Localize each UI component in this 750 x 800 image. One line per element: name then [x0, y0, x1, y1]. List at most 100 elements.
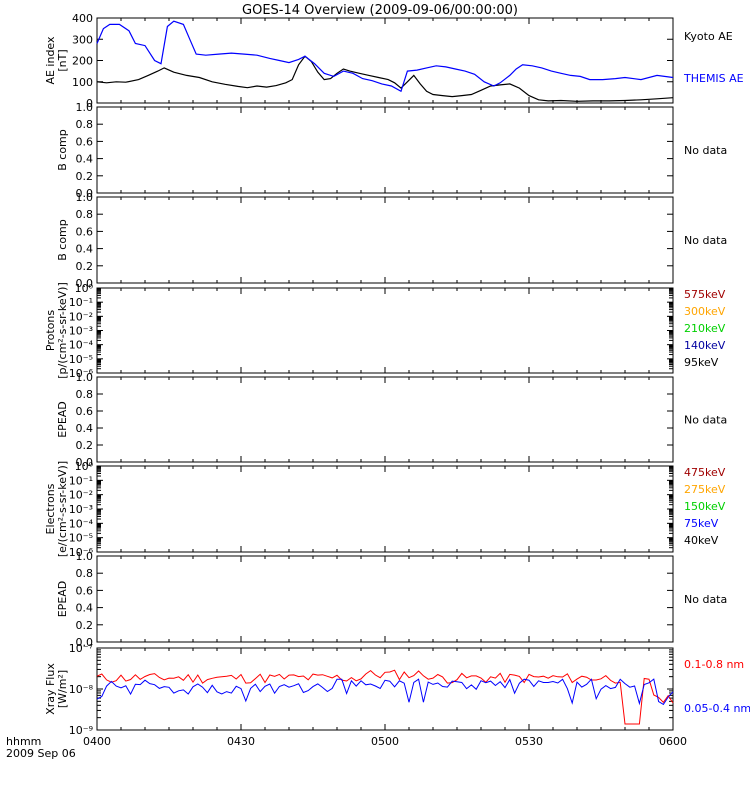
panel-frame — [96, 465, 674, 553]
legend-entry: 210keV — [684, 322, 726, 335]
y-tick-label: 400 — [72, 12, 93, 25]
panel-7: 1.0 0.8 0.6 0.4 0.2 0.0 EPEAD No data — [56, 550, 727, 649]
y-tick-label: 100 — [72, 76, 93, 89]
chart-title: GOES-14 Overview (2009-09-06/00:00:00) — [242, 3, 518, 18]
legend-entry: 40keV — [684, 534, 719, 547]
no-data-label: No data — [684, 593, 727, 606]
y-axis-label: EPEAD — [56, 401, 69, 438]
y-axis-label: Electrons — [44, 483, 57, 534]
panel-2: 1.0 0.8 0.6 0.4 0.2 0.0 B comp No data — [56, 101, 727, 200]
x-tick-label: 0400 — [83, 735, 111, 748]
series-line-xray-short — [96, 678, 674, 706]
y-tick-label: 10⁻⁶ — [69, 367, 94, 380]
y-tick-label: 0.4 — [76, 602, 94, 615]
y-tick-label: 1.0 — [76, 191, 94, 204]
y-tick-label: 0.0 — [76, 636, 94, 649]
legend-entry: 300keV — [684, 305, 726, 318]
series-line-themis-ae — [96, 20, 674, 93]
y-axis-label: Xray Flux — [44, 663, 57, 715]
panels: 400 300 200 100 0 AE index [nT] Kyoto AE THEMIS … — [44, 12, 750, 737]
no-data-label: No data — [684, 414, 727, 427]
y-axis-label: [e/(cm²-s-sr-keV)] — [56, 461, 69, 557]
y-tick-label: 10⁻⁵ — [69, 353, 93, 366]
y-tick-label: 10⁻⁴ — [69, 339, 94, 352]
y-tick-label: 10⁻⁸ — [69, 683, 94, 696]
panel-frame — [96, 196, 674, 284]
y-tick-label: 0.2 — [76, 439, 94, 452]
legend-entry: 150keV — [684, 500, 726, 513]
legend-entry: THEMIS AE — [683, 72, 744, 85]
panel-frame — [96, 376, 674, 463]
y-tick-label: 300 — [72, 33, 93, 46]
panel-frame — [96, 17, 674, 104]
y-tick-label: 1.0 — [76, 371, 94, 384]
y-axis-label: B comp — [56, 129, 69, 171]
y-axis-label: [nT] — [56, 49, 69, 71]
y-tick-label: 0 — [86, 97, 93, 110]
y-axis-label: [p/(cm²-s-sr-keV)] — [56, 282, 69, 379]
legend-entry: 575keV — [684, 288, 726, 301]
y-tick-label: 0.8 — [76, 208, 94, 221]
y-tick-label: 0.8 — [76, 567, 94, 580]
panel-8: 10⁻⁷ 10⁻⁸ 10⁻⁹ Xray Flux [W/m²] 0.1-0.8 nm 0.0… — [44, 642, 750, 737]
panel-3: 1.0 0.8 0.6 0.4 0.2 0.0 B comp No data — [56, 191, 727, 290]
y-tick-label: 10⁻⁹ — [69, 724, 93, 737]
panel-frame — [96, 106, 674, 194]
y-tick-label: 10⁻¹ — [69, 296, 93, 309]
legend-entry: 95keV — [684, 356, 719, 369]
y-axis-label: AE index — [44, 36, 57, 85]
y-tick-label: 0.2 — [76, 260, 94, 273]
y-tick-label: 0.0 — [76, 187, 94, 200]
legend-entry: 0.1-0.8 nm — [684, 658, 744, 671]
panel-frame — [96, 287, 674, 374]
series-line-xray-long — [96, 669, 674, 725]
panel-1: 400 300 200 100 0 AE index [nT] Kyoto AE THEMIS … — [44, 12, 744, 110]
y-tick-label: 200 — [72, 55, 93, 68]
y-tick-label: 0.8 — [76, 388, 94, 401]
y-tick-label: 0.6 — [76, 405, 94, 418]
y-axis-label: B comp — [56, 219, 69, 261]
y-tick-label: 0.8 — [76, 118, 94, 131]
y-tick-label: 10⁻⁷ — [69, 642, 93, 655]
y-tick-label: 10⁻⁵ — [69, 532, 93, 545]
panel-frame — [96, 555, 674, 643]
x-tick-label: 0430 — [227, 735, 255, 748]
panel-5: 1.0 0.8 0.6 0.4 0.2 0.0 EPEAD No data — [56, 371, 727, 469]
y-tick-label: 1.0 — [76, 550, 94, 563]
y-tick-label: 0.2 — [76, 170, 94, 183]
y-tick-label: 0.6 — [76, 584, 94, 597]
x-tick-label: 0600 — [659, 735, 687, 748]
footer-time-label: hhmm — [6, 735, 41, 748]
legend-entry: Kyoto AE — [684, 30, 733, 43]
no-data-label: No data — [684, 144, 727, 157]
y-axis-label: EPEAD — [56, 581, 69, 618]
x-tick-label: 0500 — [371, 735, 399, 748]
y-tick-label: 0.4 — [76, 243, 94, 256]
y-tick-label: 10⁰ — [75, 282, 94, 295]
x-axis: 0400 0430 0500 0530 0600 — [83, 735, 687, 748]
y-tick-label: 10⁻¹ — [69, 474, 93, 487]
y-tick-label: 0.6 — [76, 225, 94, 238]
panel-frame — [96, 647, 674, 731]
y-axis-label: [W/m²] — [56, 670, 69, 708]
y-tick-label: 10⁻⁴ — [69, 517, 94, 530]
y-tick-label: 0.4 — [76, 422, 94, 435]
y-tick-label: 10⁻² — [69, 489, 93, 502]
y-tick-label: 1.0 — [76, 101, 94, 114]
y-tick-label: 10⁻³ — [69, 325, 93, 338]
y-tick-label: 10⁻² — [69, 310, 93, 323]
y-tick-label: 0.2 — [76, 619, 94, 632]
y-tick-label: 0.0 — [76, 277, 94, 290]
y-tick-label: 10⁻⁶ — [69, 546, 94, 559]
legend-entry: 475keV — [684, 466, 726, 479]
y-axis-label: Protons — [44, 310, 57, 351]
legend-entry: 75keV — [684, 517, 719, 530]
no-data-label: No data — [684, 234, 727, 247]
y-tick-label: 10⁻³ — [69, 503, 93, 516]
y-tick-label: 0.0 — [76, 456, 94, 469]
series-line-kyoto-ae — [96, 55, 674, 102]
y-tick-label: 0.6 — [76, 135, 94, 148]
